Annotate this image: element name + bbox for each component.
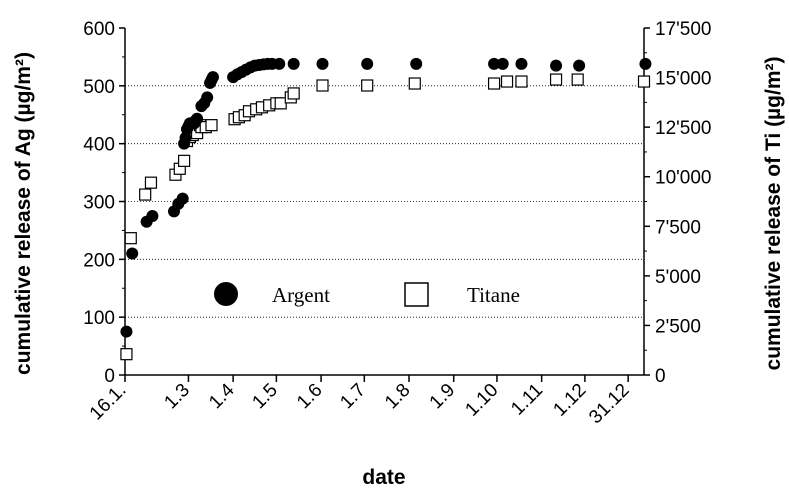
x-tick-label: 1.8 (381, 380, 415, 414)
x-tick-label: 31.12 (585, 380, 633, 428)
x-tick-label: 1.4 (205, 379, 239, 413)
legend-argent-label: Argent (272, 283, 330, 307)
titane-point (571, 73, 584, 86)
titane-point (487, 77, 501, 90)
titane-point (178, 154, 191, 167)
titane-point (124, 232, 137, 245)
grid-lines (125, 85, 644, 318)
y-right-tick-label: 5'000 (655, 267, 701, 288)
argent-point (573, 59, 586, 72)
titane-point (139, 188, 152, 201)
x-tick-label: 1.7 (336, 380, 370, 414)
legend-titane-label: Titane (467, 283, 520, 307)
y-right-tick-label: 2'500 (655, 316, 701, 337)
right-axis: 0 2'500 5'000 7'500 10'000 12'500 15'000 17'500 (643, 19, 711, 387)
y-left-tick-label: 100 (83, 308, 115, 329)
y-right-tick-label: 0 (655, 366, 666, 387)
y-right-tick-label: 15'000 (655, 69, 711, 90)
legend-titane-marker (404, 282, 429, 307)
argent-point (201, 91, 214, 104)
argent-point (496, 57, 509, 70)
data-points (120, 57, 652, 361)
argent-point (287, 57, 300, 70)
x-tick-label: 1.10 (461, 380, 502, 421)
argent-point (316, 57, 329, 70)
y-axis-right-title: cumulative release of Ti (µg/m²) (762, 57, 785, 371)
legend-argent-marker (214, 282, 238, 306)
x-tick-label: 1.9 (426, 380, 460, 414)
x-axis-title: date (362, 466, 405, 489)
titane-point (120, 348, 133, 361)
titane-point (205, 119, 218, 132)
x-tick-label: 1.3 (160, 380, 194, 414)
argent-point (146, 209, 159, 222)
argent-point (410, 57, 423, 70)
titane-point (515, 75, 528, 88)
y-left-tick-label: 200 (83, 250, 115, 271)
argent-point (361, 57, 374, 70)
y-axis-left-title: cumulative release of Ag (µg/m²) (12, 52, 35, 375)
y-left-tick-label: 300 (83, 193, 115, 214)
titane-point (637, 75, 651, 88)
argent-point (639, 57, 652, 70)
x-axis: 16.1. 1.3 1.4 1.5 1.6 1.7 1.8 1.9 1.10 1.11 1.1231… (86, 374, 644, 428)
y-right-tick-label: 10'000 (655, 168, 711, 189)
x-tick-label: 1.6 (293, 380, 327, 414)
y-left-tick-label: 500 (83, 77, 115, 98)
y-right-tick-label: 12'500 (655, 118, 711, 139)
titane-point (316, 79, 329, 92)
x-tick-label: 1.12 (549, 380, 590, 421)
titane-point (408, 77, 421, 90)
y-left-tick-label: 0 (104, 366, 115, 387)
titane-point (274, 97, 287, 110)
x-tick-label: 16.1. (86, 380, 131, 425)
titane-point (287, 87, 300, 100)
legend: Argent Titane (214, 282, 520, 307)
x-tick-label: 1.5 (248, 380, 282, 414)
argent-point (206, 71, 219, 84)
x-tick-label: 1.11 (507, 380, 547, 420)
argent-point (488, 57, 501, 70)
y-right-tick-label: 17'500 (655, 19, 711, 40)
argent-point (191, 112, 204, 125)
argent-point (273, 57, 286, 70)
y-left-tick-label: 400 (83, 135, 115, 156)
titane-point (500, 75, 514, 88)
argent-point (515, 57, 528, 70)
titane-point (144, 176, 158, 189)
argent-point (176, 192, 189, 205)
titane-point (361, 79, 374, 92)
left-axis: 0 100 200 300 400 500 600 (83, 19, 126, 387)
y-right-tick-label: 7'500 (655, 217, 701, 238)
y-left-tick-label: 600 (83, 19, 115, 40)
titane-point (549, 73, 563, 86)
argent-point (126, 247, 139, 260)
argent-point (120, 325, 133, 338)
argent-point (550, 59, 563, 72)
